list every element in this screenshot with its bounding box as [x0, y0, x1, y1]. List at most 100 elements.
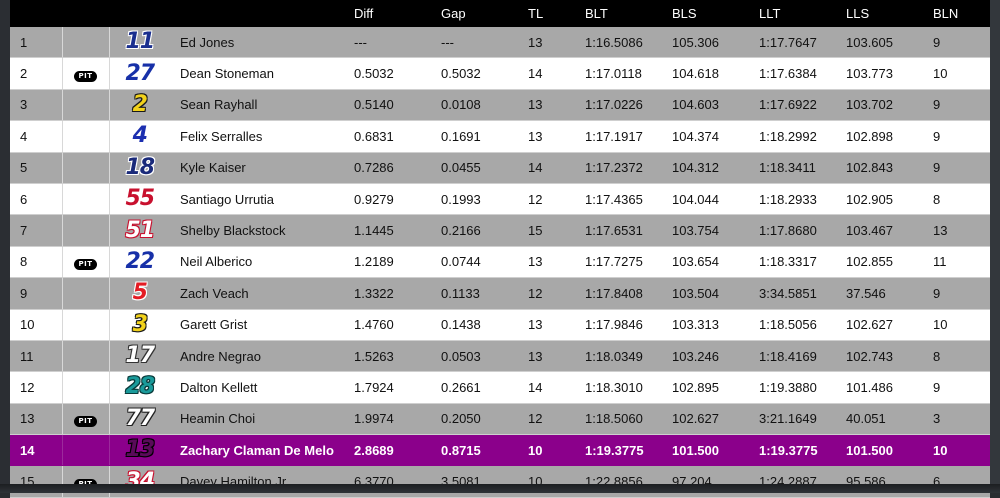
cell-car: 4: [108, 120, 170, 153]
cell-bln: 9: [923, 277, 990, 310]
cell-lls: 102.905: [836, 183, 923, 216]
header-diff[interactable]: Diff: [344, 0, 431, 27]
cell-lls: 40.051: [836, 403, 923, 436]
cell-lls: 102.627: [836, 309, 923, 341]
cell-gap: 0.2661: [431, 371, 518, 404]
cell-blt: 1:17.8408: [575, 277, 662, 310]
cell-car: 55: [108, 183, 170, 216]
car-number-logo: 55: [125, 186, 155, 212]
cell-driver: Ed Jones: [170, 27, 344, 59]
cell-blt: 1:16.5086: [575, 27, 662, 59]
header-lls[interactable]: LLS: [836, 0, 923, 27]
table-row[interactable]: 4 4 Felix Serralles 0.6831 0.1691 13 1:17.1917…: [10, 120, 990, 153]
cell-llt: 1:17.6384: [749, 57, 836, 90]
table-row[interactable]: 6 55 Santiago Urrutia 0.9279 0.1993 12 1:17.43…: [10, 183, 990, 216]
cell-bln: 3: [923, 403, 990, 436]
cell-car: 2: [108, 89, 170, 122]
cell-diff: 0.6831: [344, 120, 431, 153]
cell-car: 18: [108, 152, 170, 184]
cell-pit: PIT: [61, 403, 109, 436]
cell-lls: 103.773: [836, 57, 923, 90]
cell-llt: 1:18.2933: [749, 183, 836, 216]
table-row[interactable]: 14 13 Zachary Claman De Melo 2.8689 0.8715 10…: [10, 434, 990, 467]
header-car[interactable]: [109, 0, 170, 27]
cell-pit: [61, 371, 109, 404]
header-llt[interactable]: LLT: [749, 0, 836, 27]
cell-pos: 11: [10, 340, 62, 373]
cell-tl: 14: [518, 152, 575, 184]
cell-pos: 5: [10, 152, 62, 184]
pit-badge: PIT: [74, 258, 97, 270]
cell-blt: 1:17.1917: [575, 120, 662, 153]
cell-gap: 0.1133: [431, 277, 518, 310]
cell-pos: 7: [10, 214, 62, 247]
cell-gap: 0.8715: [431, 434, 518, 467]
table-row[interactable]: 12 28 Dalton Kellett 1.7924 0.2661 14 1:18.301…: [10, 371, 990, 404]
cell-tl: 12: [518, 277, 575, 310]
table-row[interactable]: 13 PIT 77 Heamin Choi 1.9974 0.2050 12 1:18.506…: [10, 403, 990, 436]
cell-bls: 103.313: [662, 309, 749, 341]
cell-car: 77: [108, 403, 170, 436]
table-row[interactable]: 7 51 Shelby Blackstock 1.1445 0.2166 15 1:17.6…: [10, 214, 990, 247]
header-pit[interactable]: [62, 0, 109, 27]
cell-gap: 0.1691: [431, 120, 518, 153]
cell-bls: 104.374: [662, 120, 749, 153]
header-bln[interactable]: BLN: [923, 0, 990, 27]
cell-tl: 13: [518, 89, 575, 122]
cell-pos: 6: [10, 183, 62, 216]
cell-diff: 1.5263: [344, 340, 431, 373]
cell-bls: 103.504: [662, 277, 749, 310]
cell-diff: 0.9279: [344, 183, 431, 216]
cell-bln: 9: [923, 120, 990, 153]
table-row[interactable]: 5 18 Kyle Kaiser 0.7286 0.0455 14 1:17.2372 104…: [10, 152, 990, 184]
cell-lls: 37.546: [836, 277, 923, 310]
car-number-logo: 13: [125, 437, 155, 463]
cell-gap: 0.2050: [431, 403, 518, 436]
cell-driver: Heamin Choi: [170, 403, 344, 436]
table-row[interactable]: 10 3 Garett Grist 1.4760 0.1438 13 1:17.9846 10…: [10, 309, 990, 341]
cell-diff: 1.4760: [344, 309, 431, 341]
cell-pos: 1: [10, 27, 62, 59]
cell-lls: 103.702: [836, 89, 923, 122]
cell-tl: 13: [518, 340, 575, 373]
header-pos[interactable]: [10, 0, 62, 27]
table-row[interactable]: 1 11 Ed Jones --- --- 13 1:16.5086 105.306 1:17.…: [10, 27, 990, 59]
cell-blt: 1:17.6531: [575, 214, 662, 247]
cell-pit: [61, 27, 109, 59]
table-row[interactable]: 8 PIT 22 Neil Alberico 1.2189 0.0744 13 1:17.72…: [10, 246, 990, 279]
cell-diff: 1.3322: [344, 277, 431, 310]
table-header: Diff Gap TL BLT BLS LLT LLS BLN: [10, 0, 990, 27]
cell-blt: 1:18.3010: [575, 371, 662, 404]
cell-pit: [61, 183, 109, 216]
table-row[interactable]: 11 17 Andre Negrao 1.5263 0.0503 13 1:18.0349 1…: [10, 340, 990, 373]
table-row[interactable]: 2 PIT 27 Dean Stoneman 0.5032 0.5032 14 1:17.01…: [10, 57, 990, 90]
cell-diff: 0.5140: [344, 89, 431, 122]
header-blt[interactable]: BLT: [575, 0, 662, 27]
cell-bln: 10: [923, 434, 990, 467]
cell-bls: 101.500: [662, 434, 749, 467]
cell-diff: 0.5032: [344, 57, 431, 90]
cell-bln: 8: [923, 183, 990, 216]
cell-car: 51: [108, 214, 170, 247]
table-row[interactable]: 9 5 Zach Veach 1.3322 0.1133 12 1:17.8408 103.5…: [10, 277, 990, 310]
header-tl[interactable]: TL: [518, 0, 575, 27]
cell-tl: 14: [518, 371, 575, 404]
header-gap[interactable]: Gap: [431, 0, 518, 27]
cell-bln: 9: [923, 371, 990, 404]
header-bls[interactable]: BLS: [662, 0, 749, 27]
cell-lls: 102.898: [836, 120, 923, 153]
header-driver[interactable]: [170, 0, 344, 27]
cell-bls: 103.246: [662, 340, 749, 373]
cell-driver: Zachary Claman De Melo: [170, 434, 344, 467]
cell-tl: 13: [518, 27, 575, 59]
cell-car: 13: [108, 434, 170, 467]
table-row[interactable]: 3 2 Sean Rayhall 0.5140 0.0108 13 1:17.0226 104…: [10, 89, 990, 122]
cell-blt: 1:17.9846: [575, 309, 662, 341]
cell-tl: 12: [518, 403, 575, 436]
cell-tl: 14: [518, 57, 575, 90]
cell-car: 5: [108, 277, 170, 310]
cell-lls: 102.743: [836, 340, 923, 373]
cell-driver: Zach Veach: [170, 277, 344, 310]
cell-bln: 9: [923, 152, 990, 184]
cell-car: 11: [108, 27, 170, 59]
